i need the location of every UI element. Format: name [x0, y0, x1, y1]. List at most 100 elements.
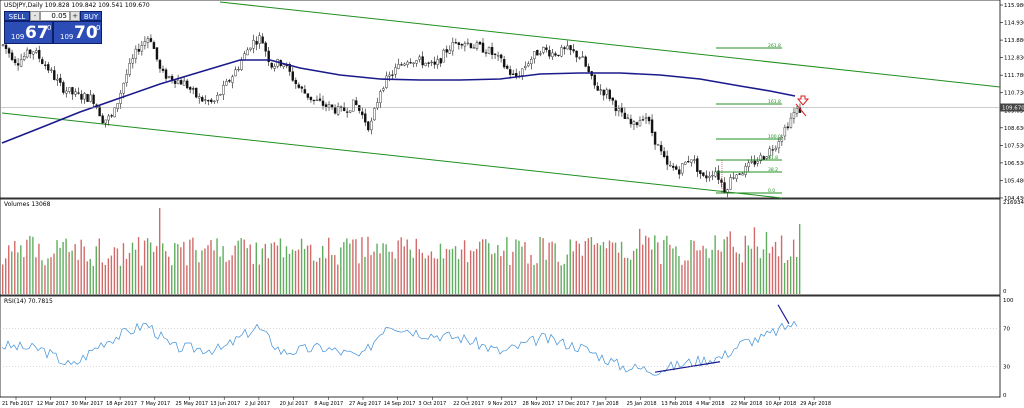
candle-body [439, 58, 442, 64]
candle-body [249, 47, 252, 50]
candle-body [427, 62, 430, 64]
volume-bar [41, 260, 43, 294]
candle-body [213, 100, 216, 102]
candle-body [231, 76, 234, 83]
candle-body [566, 45, 569, 50]
price-tick-label: 105.480 [1004, 178, 1024, 184]
volume-bar [533, 264, 535, 294]
candle-body [424, 62, 427, 66]
volume-bar [569, 239, 571, 294]
buy-button[interactable]: BUY [80, 11, 102, 21]
date-tick-label: 14 Sep 2017 [384, 401, 416, 407]
date-axis: 21 Feb 2017 12 Mar 2017 30 Mar 2017 18 Apr … [2, 397, 831, 407]
volume-bar [8, 245, 10, 294]
sell-price-box[interactable]: 109 67 0 [4, 21, 53, 44]
candle-body [207, 100, 210, 102]
volume-bar [23, 257, 25, 294]
candle-body [699, 170, 702, 175]
candle-body [152, 42, 156, 49]
candle-body [493, 53, 497, 55]
rsi-line-group [1, 304, 798, 376]
sell-button[interactable]: SELL [4, 11, 30, 21]
candle-body [403, 63, 406, 66]
volume-bar [424, 258, 427, 294]
volume-bar [125, 258, 128, 294]
volume-bar [678, 256, 680, 294]
sell-price-sup: 0 [47, 24, 52, 32]
volume-bar [599, 245, 602, 294]
candle-body [560, 47, 563, 57]
volume-bar [554, 243, 556, 294]
volume-bar [472, 251, 475, 294]
volume-bar [213, 250, 215, 294]
buy-price-box[interactable]: 109 70 0 [53, 21, 102, 44]
volume-bar [466, 262, 469, 294]
candle-body [146, 38, 150, 43]
candle-body [388, 74, 391, 77]
candle-body [303, 89, 307, 94]
candle-body [225, 81, 228, 86]
volume-bar [261, 248, 264, 294]
volume-bar [158, 208, 161, 294]
candle-body [765, 156, 768, 159]
candle-body [741, 173, 744, 176]
candle-body [143, 41, 147, 46]
candle-body [179, 80, 183, 85]
volume-bar [189, 239, 191, 294]
date-tick-label: 9 Nov 2017 [488, 401, 517, 407]
candle-body [19, 59, 23, 67]
candle-body [348, 110, 352, 113]
volume-bar [578, 243, 581, 294]
volume-bar [2, 264, 4, 294]
fib-level-label: 161.8 [768, 99, 781, 105]
date-tick-label: 2 Jul 2017 [245, 401, 270, 407]
volume-bar [648, 237, 650, 294]
lot-size-input[interactable]: 0.05 [40, 11, 70, 21]
candle-body [499, 54, 503, 59]
volume-tick-label: 216934 [1003, 200, 1024, 206]
candle-body [723, 182, 726, 193]
candle-body [288, 64, 291, 72]
candle-body [668, 165, 672, 167]
candle-body [65, 90, 68, 94]
volume-bar [651, 249, 653, 294]
candle-body [358, 105, 361, 111]
volume-bar [527, 263, 529, 294]
candle-body [83, 93, 86, 100]
candle-body [77, 92, 80, 94]
volume-bar [403, 246, 405, 294]
lot-decrease-button[interactable]: - [30, 11, 40, 21]
date-tick-label: 10 Apr 2018 [765, 401, 796, 407]
volume-bar [762, 249, 765, 294]
candle-body [228, 80, 231, 82]
candle-body [575, 50, 578, 58]
candle-body [602, 89, 605, 96]
volume-bar [439, 243, 442, 294]
volume-bar [122, 243, 125, 294]
candle-body [376, 102, 379, 109]
candle-body [1, 44, 5, 46]
candle-body [738, 173, 741, 175]
candle-body [44, 64, 47, 66]
candle-body [539, 53, 542, 55]
down-arrow-icon [796, 95, 810, 106]
candle-body [650, 119, 654, 134]
candle-body [448, 49, 451, 54]
volume-bar [442, 258, 445, 294]
candle-body [131, 58, 135, 64]
volume-bar [657, 242, 659, 294]
volume-bar [711, 249, 713, 294]
candle-body [708, 175, 711, 178]
candle-body [684, 161, 687, 165]
volume-bar [702, 245, 704, 294]
candle-body [89, 94, 92, 102]
lot-increase-button[interactable]: + [70, 11, 80, 21]
candle-body [400, 64, 403, 66]
channel-lines [1, 1, 1001, 199]
volume-bar [566, 254, 568, 294]
rsi-tick-label: 70 [1003, 327, 1010, 333]
candle-body [617, 108, 621, 112]
volume-bar [469, 250, 472, 294]
candle-body [173, 80, 177, 84]
